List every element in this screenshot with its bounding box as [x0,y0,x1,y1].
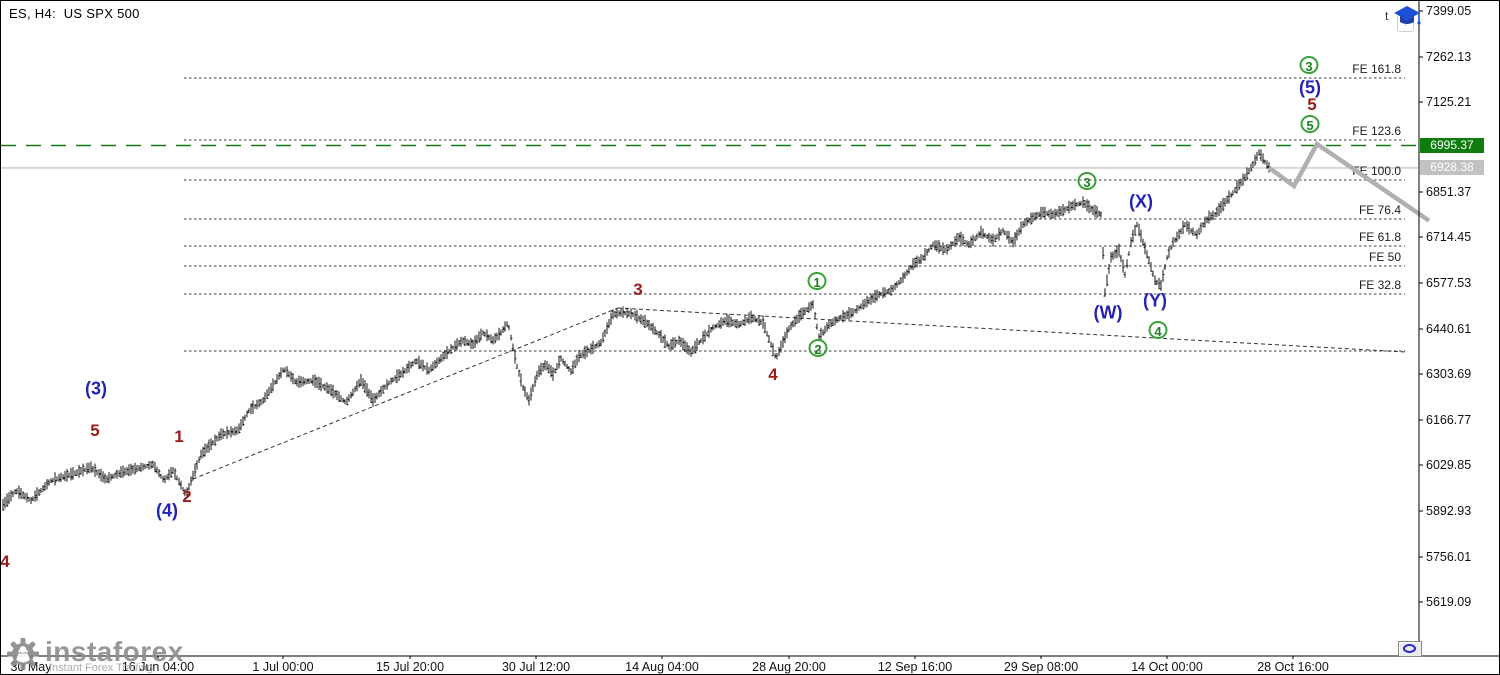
price-tick-label: 7399.05 [1426,4,1471,18]
price-tick-label: 5619.09 [1426,595,1471,609]
graduation-cap-icon[interactable] [1393,4,1423,28]
trendline-rising-support[interactable] [192,307,619,480]
ohlc-bars[interactable] [2,149,1270,511]
price-tick-label: 5892.93 [1426,504,1471,518]
wave-label-3[interactable]: (3) [85,378,107,399]
trendline-declining-resistance[interactable] [617,307,1407,353]
time-tick-label: 14 Aug 04:00 [625,660,699,674]
education-widget[interactable]: t T [1385,4,1425,34]
time-tick-label: 29 Sep 08:00 [1004,660,1078,674]
fib-level-label: FE 76.4 [1359,203,1401,217]
price-tick-label: 6303.69 [1426,367,1471,381]
wave-label-circled-5[interactable]: 5 [1300,115,1320,133]
wave-label-1[interactable]: 1 [174,427,184,446]
widget-letter: t [1385,9,1389,23]
wave-label-circled-1[interactable]: 1 [807,272,827,290]
fib-level-label: FE 50 [1369,250,1401,264]
time-tick-label: 14 Oct 00:00 [1131,660,1203,674]
price-tick-label: 6166.77 [1426,413,1471,427]
wave-label-2[interactable]: 2 [182,487,192,506]
objects-button[interactable] [1398,641,1422,657]
fib-level-label: FE 32.8 [1359,278,1401,292]
price-tick-label: 5756.01 [1426,550,1471,564]
price-tick-label: 6029.85 [1426,458,1471,472]
wave-label-4[interactable]: 4 [0,552,10,571]
price-tick-label: 6851.37 [1426,185,1471,199]
time-tick-label: 30 Jul 12:00 [502,660,570,674]
instaforex-gear-icon [7,638,39,670]
wave-label-X[interactable]: (X) [1129,191,1153,212]
time-tick-label: 15 Jul 20:00 [376,660,444,674]
price-tick-label: 6714.45 [1426,230,1471,244]
wave-label-5[interactable]: 5 [1307,95,1317,114]
time-tick-label: 28 Aug 20:00 [752,660,826,674]
price-tick-label: 7262.13 [1426,50,1471,64]
watermark-brand: instaforex [45,636,184,667]
wave-label-5[interactable]: 5 [90,421,100,440]
last-price-tag: 6928.38 [1420,160,1484,176]
ask-price-tag: 6995.37 [1420,138,1484,154]
wave-label-4[interactable]: 4 [768,365,778,384]
wave-label-circled-4[interactable]: 4 [1148,321,1168,339]
time-tick-label: 28 Oct 16:00 [1257,660,1329,674]
watermark-tagline: Instant Forex Trading [49,662,153,674]
wave-label-5[interactable]: (5) [1299,77,1321,98]
chart-title: ES, H4: US SPX 500 [9,6,140,21]
wave-label-Y[interactable]: (Y) [1143,290,1167,311]
price-tick-label: 6577.53 [1426,276,1471,290]
wave-label-circled-2[interactable]: 2 [808,339,828,357]
wave-label-circled-3[interactable]: 3 [1299,56,1319,74]
wave-projection-zigzag[interactable] [1267,140,1431,223]
time-tick-label: 1 Jul 00:00 [252,660,313,674]
wave-label-W[interactable]: (W) [1093,302,1123,323]
wave-label-4[interactable]: (4) [156,500,178,521]
price-tick-label: 7125.21 [1426,95,1471,109]
fib-level-label: FE 123.6 [1352,124,1401,138]
fib-level-label: FE 61.8 [1359,230,1401,244]
price-tick-label: 6440.61 [1426,322,1471,336]
fib-level-label: FE 161.8 [1352,62,1401,76]
ellipse-object-icon [1403,644,1416,653]
broker-watermark: instaforex Instant Forex Trading [7,636,237,674]
wave-label-3[interactable]: 3 [633,280,643,299]
time-tick-label: 16 Jun 04:00 [122,660,194,674]
wave-label-circled-3[interactable]: 3 [1077,172,1097,190]
time-tick-label: 12 Sep 16:00 [878,660,952,674]
